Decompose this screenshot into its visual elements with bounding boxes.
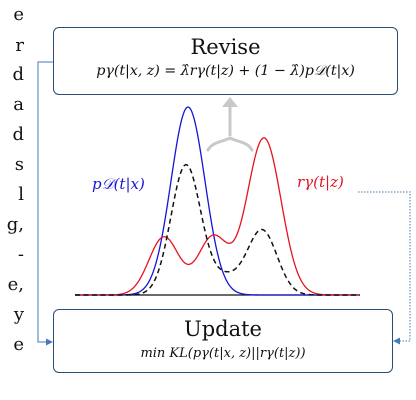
r-gamma-curve — [75, 137, 360, 296]
paper-text-line: d — [12, 64, 24, 85]
update-box: Update min KL(pγ(t|x, z)||rγ(t|z)) — [53, 309, 393, 373]
paper-text-line: g, — [6, 214, 24, 235]
paper-text-line: r — [15, 35, 24, 56]
paper-text-line: y — [13, 304, 24, 325]
paper-text-line: a — [13, 94, 24, 115]
left-connector-arrow — [37, 61, 53, 346]
paper-text-line: - — [17, 244, 24, 265]
paper-text-line: e — [13, 4, 24, 25]
update-formula: min KL(pγ(t|x, z)||rγ(t|z)) — [140, 346, 306, 361]
revise-formula: pγ(t|x, z) = λ̂rγ(t|z) + (1 − λ̂)p𝒟(t|x) — [96, 63, 355, 79]
paper-text-line: l — [18, 184, 24, 205]
cropped-paper-text: e r d a d s l g, - e, y e — [0, 0, 24, 400]
paper-text-line: d — [12, 124, 24, 145]
update-title: Update — [184, 317, 262, 341]
r-gamma-label: rγ(t|z) — [297, 173, 344, 191]
brace-icon — [206, 136, 254, 152]
paper-text-line: e — [13, 334, 24, 355]
revise-box: Revise pγ(t|x, z) = λ̂rγ(t|z) + (1 − λ̂)… — [53, 27, 398, 95]
up-arrow-icon — [222, 97, 238, 136]
right-connector-arrow — [358, 191, 411, 345]
paper-text-line: s — [14, 154, 24, 175]
paper-text-line: e, — [7, 274, 24, 295]
revise-title: Revise — [190, 35, 261, 59]
p-gamma-curve — [75, 163, 360, 296]
p-data-label: p𝒟(t|x) — [92, 175, 145, 193]
